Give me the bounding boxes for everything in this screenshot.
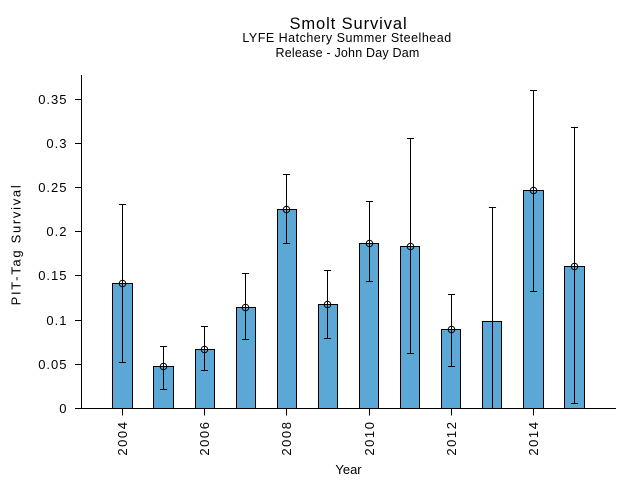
svg-text:0.1: 0.1 xyxy=(46,313,67,328)
svg-text:2012: 2012 xyxy=(444,421,459,456)
svg-text:0.25: 0.25 xyxy=(38,180,67,195)
svg-text:LYFE Hatchery Summer Steelhead: LYFE Hatchery Summer Steelhead xyxy=(242,31,451,45)
svg-text:0.15: 0.15 xyxy=(38,268,67,283)
svg-text:0.3: 0.3 xyxy=(46,136,67,151)
svg-text:2008: 2008 xyxy=(279,421,294,456)
svg-text:2004: 2004 xyxy=(115,421,130,456)
svg-text:Release - John Day Dam: Release - John Day Dam xyxy=(275,46,419,60)
svg-text:PIT-Tag Survival: PIT-Tag Survival xyxy=(8,184,23,306)
svg-text:Year: Year xyxy=(335,462,362,477)
svg-text:2006: 2006 xyxy=(197,421,212,456)
svg-text:2010: 2010 xyxy=(362,421,377,456)
svg-text:2014: 2014 xyxy=(526,421,541,456)
svg-text:0: 0 xyxy=(59,401,67,416)
svg-text:0.35: 0.35 xyxy=(38,92,67,107)
svg-text:0.2: 0.2 xyxy=(46,224,67,239)
svg-text:0.05: 0.05 xyxy=(38,357,67,372)
svg-text:Smolt Survival: Smolt Survival xyxy=(289,15,407,33)
